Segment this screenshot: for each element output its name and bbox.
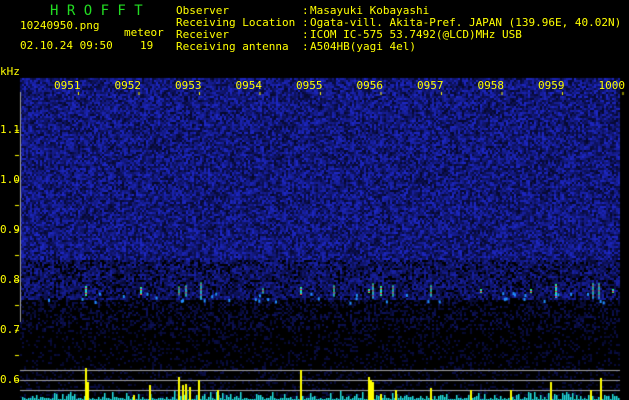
info-value-antenna: A504HB(yagi 4el)	[310, 40, 416, 53]
frequency-label: 1.0	[0, 173, 20, 186]
info-label-antenna: Receiving antenna	[176, 40, 289, 53]
meteor-count: 19	[140, 39, 154, 52]
time-label: 0957	[417, 79, 444, 92]
colon: :	[302, 40, 309, 53]
time-label: 0953	[175, 79, 202, 92]
info-label-receiver: Receiver	[176, 28, 229, 41]
info-label-observer: Observer	[176, 4, 229, 17]
frequency-label: 1.1	[0, 123, 20, 136]
time-label: 0955	[296, 79, 323, 92]
info-label-location: Receiving Location	[176, 16, 296, 29]
y-axis-unit: kHz	[0, 65, 20, 78]
app-title: H R O F F T	[50, 3, 143, 19]
time-label: 0958	[477, 79, 505, 92]
colon: :	[302, 28, 309, 41]
filename: 10240950.png	[20, 19, 100, 32]
colon: :	[302, 16, 309, 29]
info-value-observer: Masayuki Kobayashi	[310, 4, 430, 17]
info-value-receiver: ICOM IC-575 53.7492(@LCD)MHz USB	[310, 28, 522, 41]
frequency-label: 0.8	[0, 273, 20, 286]
frequency-label: 0.9	[0, 223, 20, 236]
time-label: 0954	[235, 79, 263, 92]
info-value-location: Ogata-vill. Akita-Pref. JAPAN (139.96E, …	[310, 16, 622, 29]
frequency-label: 0.7	[0, 323, 20, 336]
datetime: 02.10.24 09:50	[20, 39, 113, 52]
time-label: 0952	[114, 79, 142, 92]
time-label: 0956	[356, 79, 384, 92]
colon: :	[302, 4, 309, 17]
time-label: 1000	[598, 79, 626, 92]
time-label: 0951	[54, 79, 81, 92]
frequency-label: 0.6	[0, 373, 20, 386]
meteor-label: meteor	[124, 26, 164, 39]
time-label: 0959	[538, 79, 565, 92]
